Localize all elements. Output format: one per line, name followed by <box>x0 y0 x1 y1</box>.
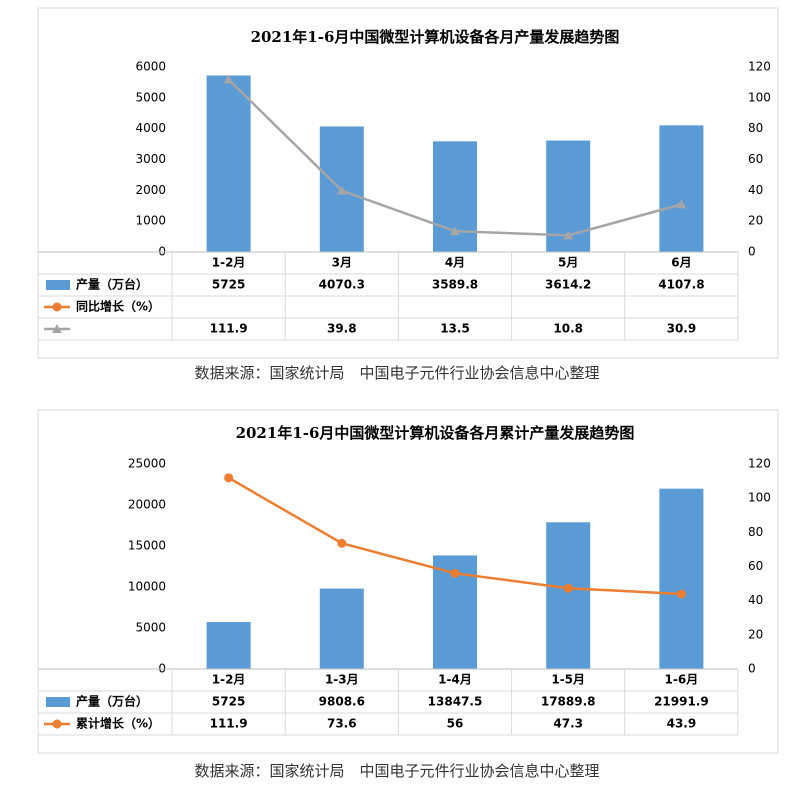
legend-label: 产量（万台） <box>76 277 148 292</box>
y2-tick-label: 60 <box>748 559 763 573</box>
table-value: 111.9 <box>210 322 248 336</box>
y2-tick-label: 100 <box>748 90 771 104</box>
y-tick-label: 6000 <box>135 60 166 74</box>
line-marker <box>336 185 347 195</box>
line-marker <box>450 226 460 236</box>
source-note: 数据来源：国家统计局 中国电子元件行业协会信息中心整理 <box>194 762 599 780</box>
y-tick-label: 10000 <box>128 580 166 594</box>
x-tick-label: 1-6月 <box>665 673 699 687</box>
y-tick-label: 5000 <box>135 90 166 104</box>
line-marker <box>676 199 687 209</box>
table-value: 13847.5 <box>428 695 483 709</box>
table-value: 39.8 <box>327 322 357 336</box>
x-tick-label: 1-2月 <box>212 673 246 687</box>
y-tick-label: 5000 <box>135 621 166 635</box>
x-tick-label: 6月 <box>671 256 691 270</box>
legend-label: 同比增长（%） <box>76 299 160 314</box>
y2-tick-label: 120 <box>748 60 771 74</box>
y2-tick-label: 40 <box>748 593 763 607</box>
bar <box>319 588 364 669</box>
y-tick-label: 2000 <box>135 183 166 197</box>
y2-tick-label: 0 <box>748 662 756 676</box>
x-tick-label: 4月 <box>445 256 465 270</box>
bar <box>659 125 704 252</box>
y-tick-label: 15000 <box>128 539 166 553</box>
x-tick-label: 5月 <box>558 256 578 270</box>
bar <box>433 141 477 252</box>
y2-tick-label: 20 <box>748 627 763 641</box>
source-note: 数据来源：国家统计局 中国电子元件行业协会信息中心整理 <box>194 364 599 382</box>
y-tick-label: 3000 <box>135 152 166 166</box>
table-value: 5725 <box>212 278 245 292</box>
table-value: 47.3 <box>553 717 583 731</box>
x-tick-label: 1-5月 <box>551 673 585 687</box>
line-marker <box>52 324 62 333</box>
y2-tick-label: 80 <box>748 121 763 135</box>
y-tick-label: 1000 <box>135 214 166 228</box>
y2-tick-label: 40 <box>748 183 763 197</box>
table-value: 5725 <box>212 695 245 709</box>
y-tick-label: 25000 <box>128 457 166 471</box>
y2-tick-label: 60 <box>748 152 763 166</box>
y-tick-label: 4000 <box>135 121 166 135</box>
bar <box>659 488 704 669</box>
table-value: 10.8 <box>553 322 583 336</box>
table-value: 43.9 <box>667 717 697 731</box>
table-value: 3614.2 <box>545 278 591 292</box>
y2-tick-label: 20 <box>748 214 763 228</box>
line-marker <box>224 473 234 483</box>
y2-tick-label: 100 <box>748 491 771 505</box>
table-value: 21991.9 <box>654 695 709 709</box>
table-value: 111.9 <box>210 717 248 731</box>
x-tick-label: 3月 <box>332 256 352 270</box>
line-marker <box>52 719 62 729</box>
table-value: 30.9 <box>667 322 697 336</box>
table-value: 17889.8 <box>541 695 596 709</box>
legend-label: 产量（万台） <box>76 694 148 709</box>
table-value: 4107.8 <box>658 278 704 292</box>
line-marker <box>52 302 62 312</box>
line-marker <box>563 230 574 240</box>
y2-tick-label: 0 <box>748 245 756 259</box>
table-value: 3589.8 <box>432 278 478 292</box>
x-tick-label: 1-2月 <box>212 256 246 270</box>
y-tick-label: 20000 <box>128 498 166 512</box>
line-marker <box>337 538 347 548</box>
legend-swatch <box>46 280 70 290</box>
chart-title: 2021年1-6月中国微型计算机设备各月累计产量发展趋势图 <box>236 424 635 442</box>
y2-tick-label: 80 <box>748 525 763 539</box>
line-marker <box>676 589 686 599</box>
legend-label: 累计增长（%） <box>76 716 160 731</box>
table-value: 73.6 <box>327 717 357 731</box>
bar <box>546 522 591 669</box>
bar <box>206 622 251 669</box>
line-marker <box>450 568 460 578</box>
x-tick-label: 1-3月 <box>325 673 359 687</box>
bar <box>206 75 251 253</box>
table-value: 9808.6 <box>319 695 365 709</box>
table-value: 13.5 <box>440 322 470 336</box>
chart-frame <box>37 409 779 754</box>
chart-title: 2021年1-6月中国微型计算机设备各月产量发展趋势图 <box>251 28 620 46</box>
line-marker <box>223 74 234 84</box>
x-tick-label: 1-4月 <box>438 673 472 687</box>
line-marker <box>563 583 573 593</box>
table-value: 56 <box>447 717 464 731</box>
y2-tick-label: 120 <box>748 457 771 471</box>
table-value: 4070.3 <box>319 278 365 292</box>
legend-swatch <box>46 697 70 707</box>
chart-frame <box>37 7 779 359</box>
